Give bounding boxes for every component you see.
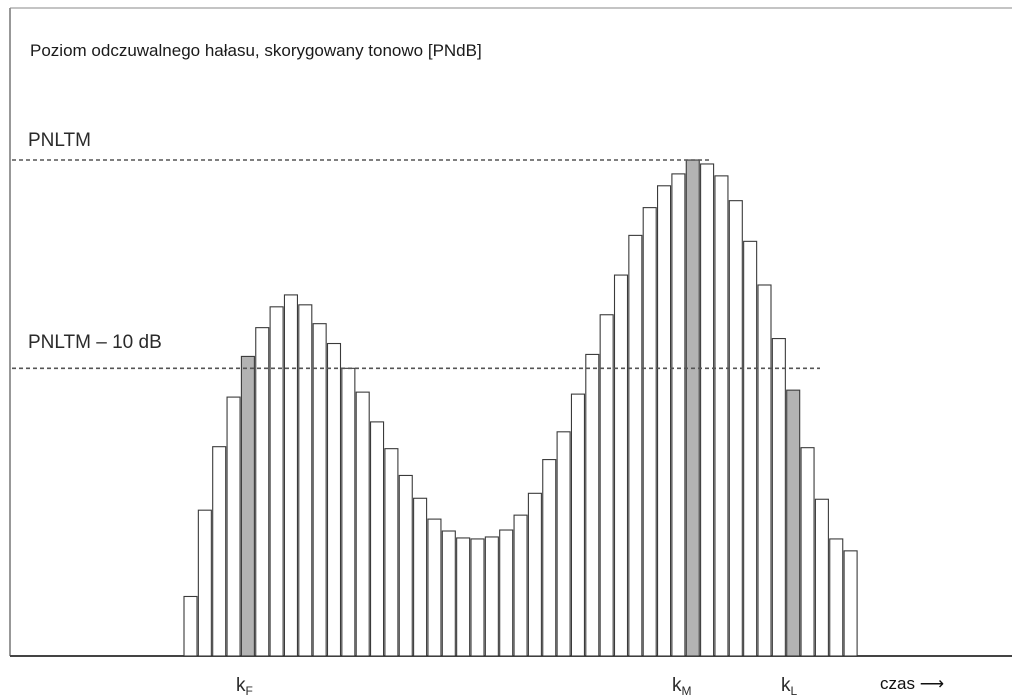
bar	[197, 509, 212, 657]
bar	[456, 537, 471, 657]
bar	[814, 498, 829, 657]
bar	[527, 492, 542, 657]
bar	[298, 304, 313, 657]
marker-km-subscript: M	[681, 684, 692, 698]
bar	[570, 393, 586, 657]
highlighted-bar	[786, 389, 801, 657]
reference-label-pnltm: PNLTM	[28, 130, 91, 151]
bar	[613, 274, 629, 657]
marker-kl-subscript: L	[790, 684, 798, 698]
arrow-right-icon: ⟶	[919, 674, 945, 693]
marker-label-kf: kF	[236, 675, 253, 698]
bar	[183, 595, 198, 657]
bar	[484, 536, 499, 657]
bar	[757, 284, 772, 657]
bar	[843, 550, 858, 657]
bar	[542, 459, 557, 657]
bar	[355, 391, 370, 657]
bar	[398, 474, 413, 657]
bar	[255, 327, 270, 657]
bar	[427, 518, 442, 657]
marker-kf-letter: k	[236, 675, 246, 696]
marker-kf-subscript: F	[245, 684, 253, 698]
bar	[212, 446, 227, 657]
bar	[800, 447, 815, 657]
bar	[369, 421, 385, 657]
bar	[642, 207, 657, 657]
bar	[829, 538, 844, 657]
bar	[671, 173, 686, 657]
bar	[441, 530, 456, 657]
bar	[283, 294, 299, 657]
bar	[714, 175, 729, 657]
bar	[384, 448, 399, 657]
reference-label-pnltm-minus-10: PNLTM – 10 dB	[28, 332, 162, 353]
bar	[771, 338, 786, 657]
y-axis-title: Poziom odczuwalnego hałasu, skorygowany …	[30, 41, 482, 60]
bar	[413, 497, 428, 657]
marker-label-km: kM	[672, 675, 692, 698]
bar	[513, 514, 528, 657]
marker-label-kl: kL	[781, 675, 797, 698]
highlighted-bar	[685, 159, 700, 657]
bar	[656, 185, 672, 657]
highlighted-bar	[240, 355, 255, 657]
bar	[628, 234, 643, 657]
bar	[341, 367, 356, 657]
bar	[585, 353, 600, 657]
bar	[312, 323, 327, 657]
x-axis-title: czas ⟶	[880, 674, 944, 694]
marker-km-letter: k	[672, 675, 682, 696]
bar	[326, 342, 342, 657]
reference-lines	[12, 159, 820, 370]
bar	[700, 163, 715, 657]
bar-series	[183, 159, 858, 657]
bar	[743, 240, 758, 657]
bar	[499, 529, 514, 657]
bar	[470, 538, 485, 657]
bar	[556, 431, 571, 657]
bar	[269, 306, 284, 657]
marker-kl-letter: k	[781, 675, 791, 696]
bar	[226, 396, 241, 657]
x-axis-label: czas	[880, 674, 915, 693]
bar	[599, 314, 614, 657]
bar	[728, 200, 743, 657]
